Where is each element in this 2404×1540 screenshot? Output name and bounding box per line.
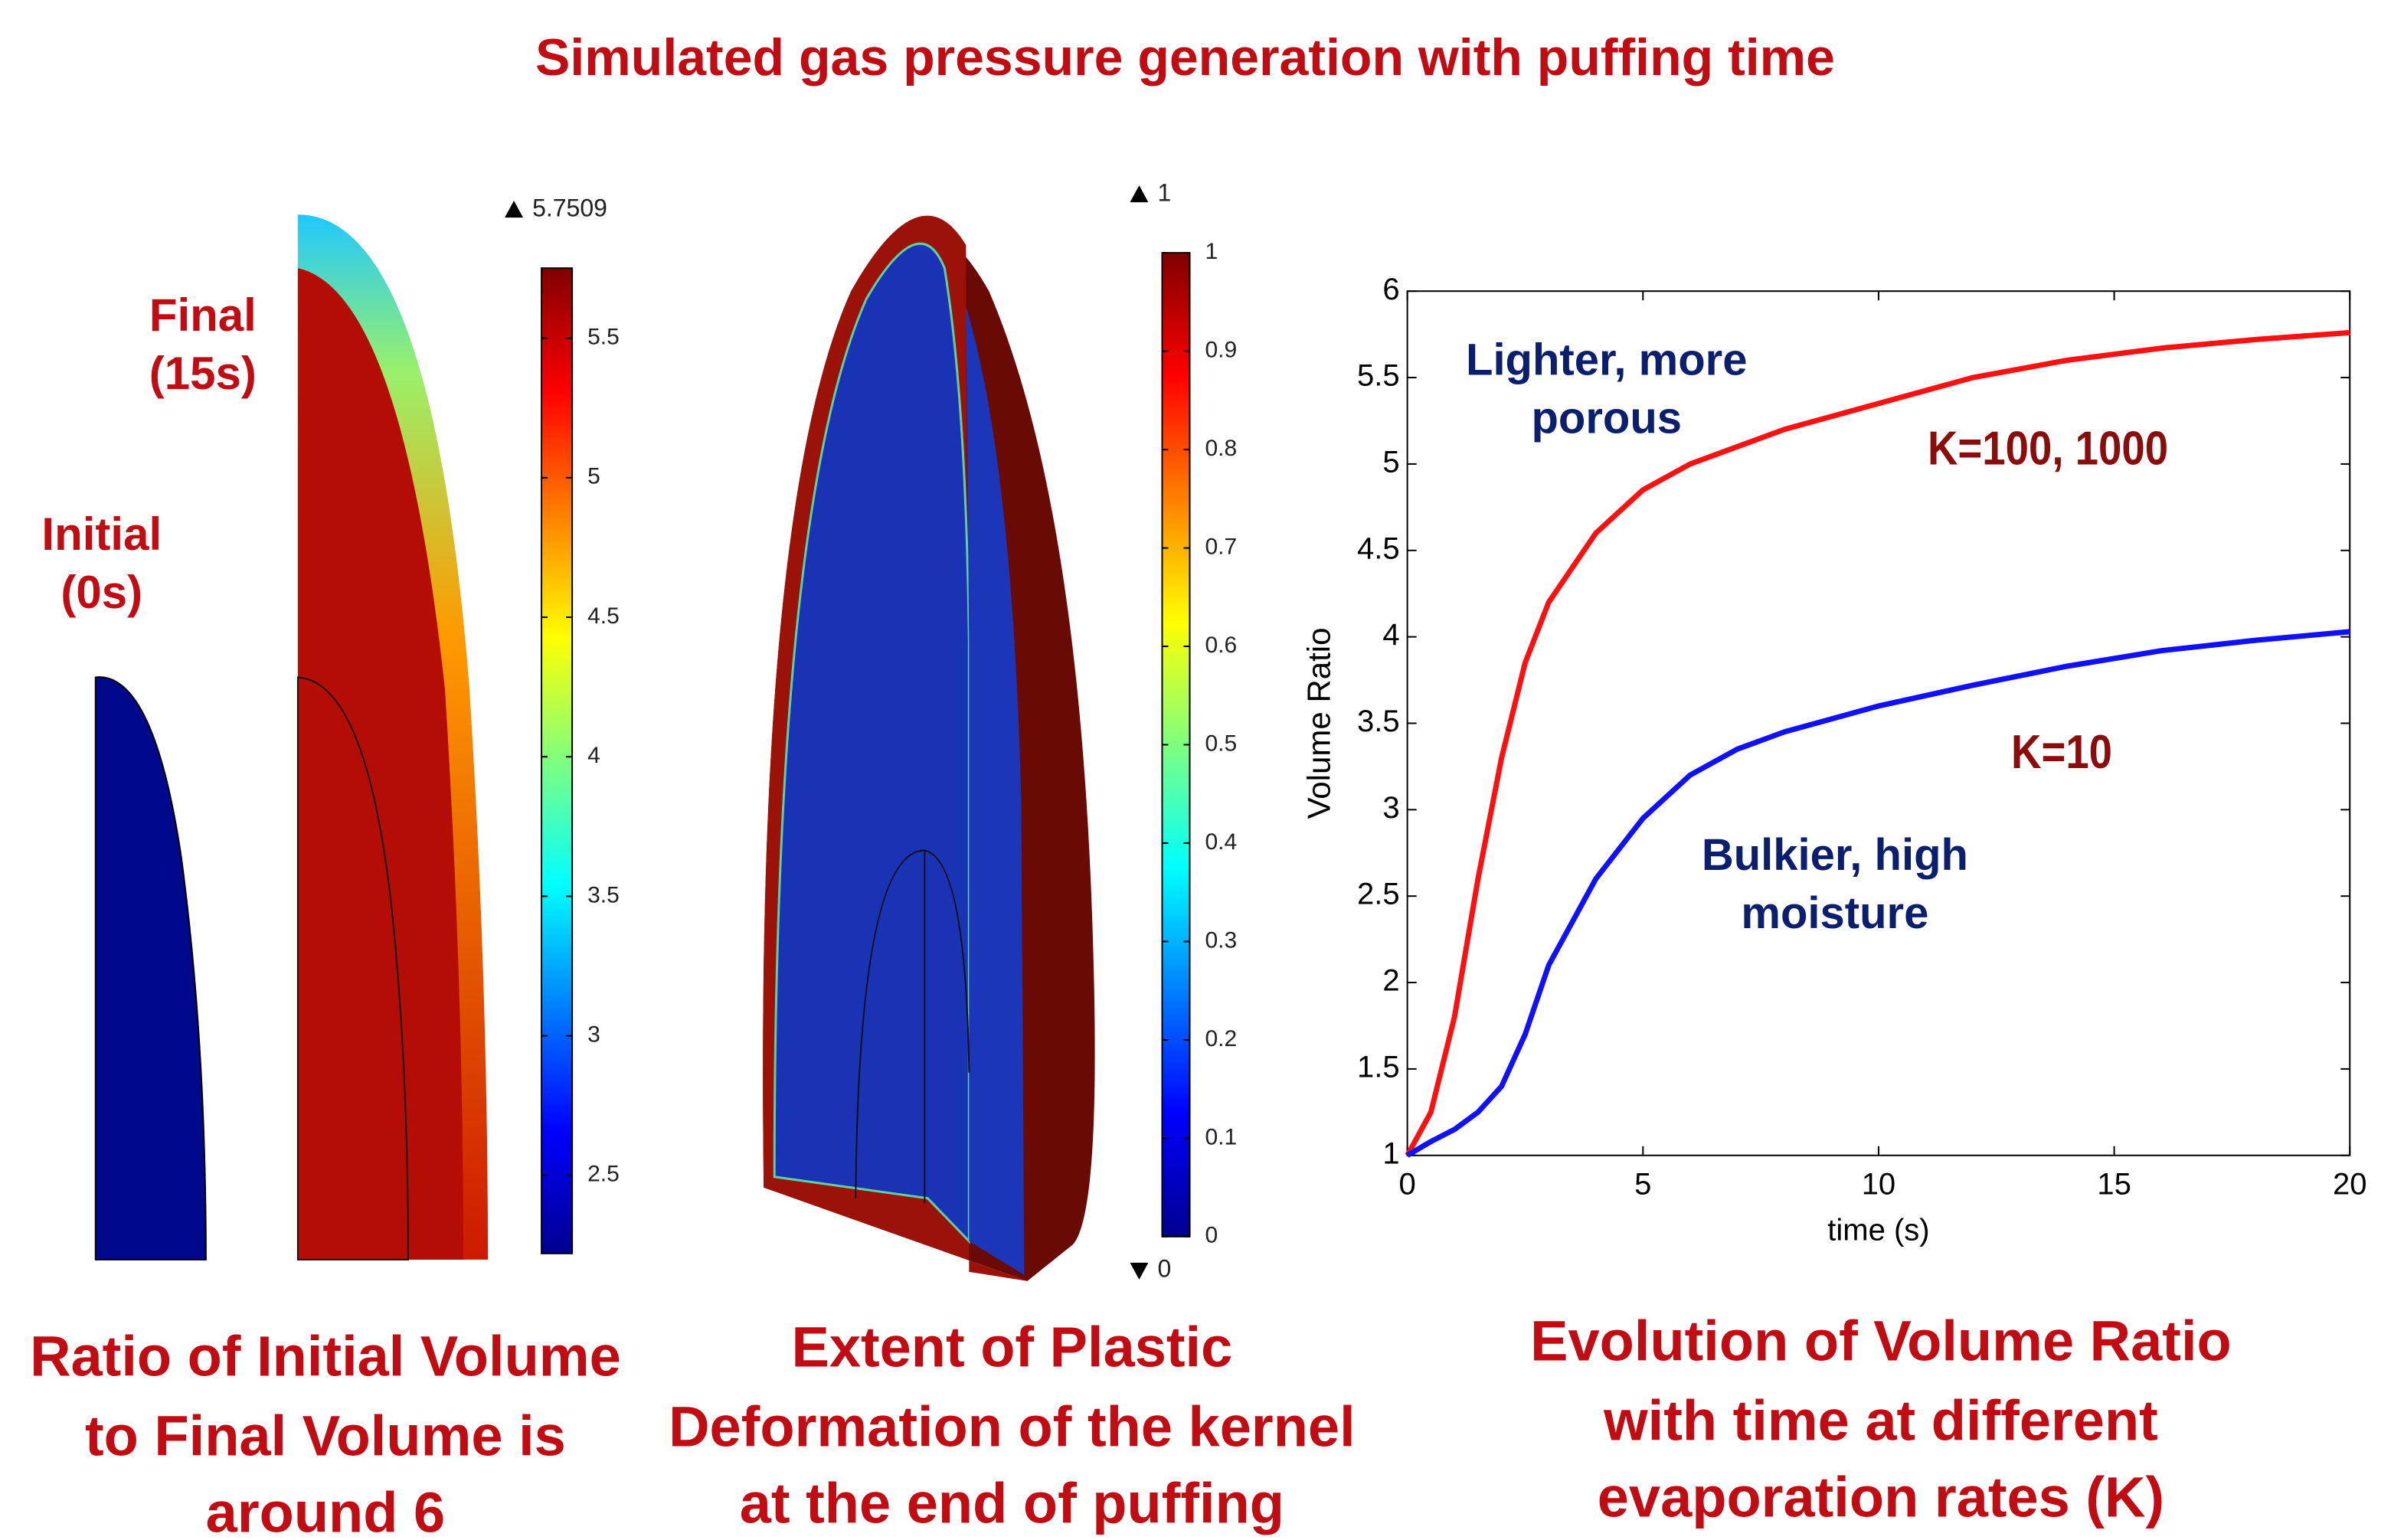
colorbar-tick-label: 0.3 (1205, 927, 1238, 953)
y-tick-label: 2 (1382, 964, 1399, 998)
colorbar-tick-label: 3.5 (587, 882, 620, 907)
y-tick-label: 3 (1382, 791, 1399, 825)
annotation: Lighter, more (1466, 335, 1748, 385)
max-marker (1130, 185, 1149, 203)
x-tick-label: 15 (2097, 1167, 2131, 1201)
annotation: porous (1531, 394, 1682, 443)
panel-label: (15s) (149, 348, 257, 399)
min-marker (1130, 1262, 1149, 1280)
plot-frame (1406, 290, 2351, 1156)
x-axis-label: time (s) (1827, 1213, 1929, 1247)
y-tick-label: 2.5 (1357, 878, 1400, 911)
y-tick-label: 1.5 (1357, 1050, 1400, 1084)
caption: with time at different (1603, 1388, 2158, 1452)
min-label: 0 (1157, 1254, 1171, 1282)
y-tick-label: 3.5 (1357, 705, 1400, 738)
slide-title: Simulated gas pressure generation with p… (535, 28, 1835, 87)
panel-label: (0s) (61, 567, 142, 618)
colorbar-tick-label: 1 (1205, 239, 1218, 264)
colorbar-tick-label: 2.5 (587, 1162, 620, 1187)
y-tick-label: 4 (1382, 618, 1399, 652)
caption: Evolution of Volume Ratio (1530, 1309, 2232, 1372)
colorbar-tick-label: 0.2 (1205, 1026, 1238, 1051)
series-label: K=10 (2011, 726, 2112, 779)
caption: Deformation of the kernel (669, 1395, 1356, 1458)
colorbar-tick-label: 0.1 (1205, 1124, 1238, 1149)
colorbar-tick-label: 5.5 (587, 325, 620, 350)
max-label: 5.7509 (532, 195, 607, 222)
y-tick-label: 5.5 (1357, 359, 1400, 393)
kernel-images (94, 214, 1095, 1281)
y-tick-label: 1 (1382, 1136, 1399, 1170)
y-tick-label: 4.5 (1357, 531, 1400, 565)
colorbar-tick-label: 5 (587, 464, 600, 489)
y-tick-label: 6 (1382, 273, 1399, 306)
x-tick-label: 20 (2333, 1167, 2367, 1201)
caption: evaporation rates (K) (1598, 1466, 2164, 1529)
x-tick-label: 5 (1634, 1167, 1651, 1201)
colorbar-tick-label: 0.9 (1205, 338, 1238, 363)
colorbar-tick-label: 0.7 (1205, 534, 1238, 559)
colorbar-tick-label: 0.5 (1205, 731, 1238, 756)
caption: to Final Volume is (85, 1404, 566, 1467)
series-line (1405, 329, 2350, 1157)
colorbar-tick-label: 4.5 (587, 603, 620, 629)
series-line (1405, 629, 2350, 1158)
series-label: K=100, 1000 (1928, 422, 2168, 475)
colorbar (541, 267, 574, 1254)
max-marker (505, 201, 524, 218)
colorbar-tick-label: 0 (1205, 1223, 1218, 1248)
caption: at the end of puffing (740, 1472, 1284, 1535)
annotation: Bulkier, high (1702, 830, 1968, 880)
x-tick-label: 0 (1399, 1167, 1416, 1201)
colorbar-tick-label: 3 (587, 1022, 600, 1048)
y-axis-label: Volume Ratio (1301, 628, 1337, 819)
annotation: moisture (1741, 888, 1928, 938)
panel-label: Initial (41, 508, 162, 560)
colorbar-tick-label: 0.6 (1205, 633, 1238, 658)
caption: Extent of Plastic (791, 1315, 1232, 1378)
colorbar-tick-label: 4 (587, 743, 600, 768)
caption: around 6 (206, 1481, 446, 1540)
y-tick-label: 5 (1382, 445, 1399, 479)
max-label: 1 (1157, 179, 1171, 207)
caption: Ratio of Initial Volume (30, 1324, 621, 1388)
colorbar-tick-label: 0.4 (1205, 829, 1238, 855)
panel-label: Final (149, 289, 257, 341)
colorbar-tick-label: 0.8 (1205, 436, 1238, 461)
x-tick-label: 10 (1862, 1167, 1896, 1201)
